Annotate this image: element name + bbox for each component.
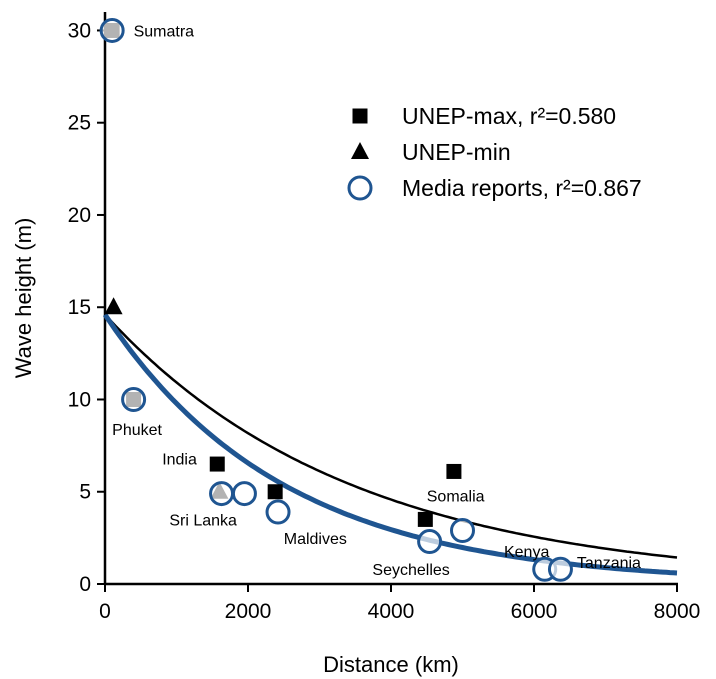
legend-label: Media reports, r²=0.867 — [402, 175, 642, 201]
square-point — [209, 456, 225, 472]
circle-point — [231, 481, 257, 507]
legend: UNEP-max, r²=0.580 UNEP-min Media reports,… — [347, 103, 642, 201]
x-tick-label: 8000 — [654, 600, 701, 623]
point-label: Kenya — [504, 544, 549, 561]
circle-point — [209, 481, 235, 507]
axes: 0 2000 4000 6000 8000 0 5 10 15 20 25 30 Distance (k… — [11, 12, 700, 677]
point-label: Sri Lanka — [169, 512, 237, 529]
circle-point — [99, 17, 125, 43]
data-points — [99, 17, 573, 582]
y-tick-label: 5 — [79, 481, 91, 504]
fit-curves — [102, 313, 678, 576]
circle-point — [417, 529, 443, 555]
square-point — [267, 484, 283, 500]
triangle-point — [104, 297, 123, 315]
point-label: Somalia — [427, 488, 485, 505]
y-tick-label: 10 — [68, 388, 91, 411]
x-axis-title: Distance (km) — [323, 652, 459, 677]
legend-triangle-icon — [351, 142, 369, 159]
point-label: Phuket — [112, 422, 162, 439]
legend-label: UNEP-min — [402, 139, 511, 165]
legend-label: UNEP-max, r²=0.580 — [402, 103, 616, 129]
y-tick-label: 30 — [68, 19, 91, 42]
fit-curve-unep-max — [104, 313, 678, 559]
square-point — [446, 463, 462, 479]
point-label: Maldives — [284, 531, 347, 548]
point-label: Tanzania — [577, 555, 641, 572]
y-tick-label: 0 — [79, 573, 91, 596]
y-tick-label: 25 — [68, 112, 91, 135]
point-label: India — [162, 452, 197, 469]
fit-curve-media — [102, 313, 678, 576]
square-point — [417, 511, 433, 527]
circle-point — [450, 517, 475, 543]
point-label: Seychelles — [372, 562, 449, 579]
point-label: Sumatra — [134, 23, 195, 40]
y-tick-label: 20 — [68, 204, 91, 227]
x-tick-label: 0 — [99, 600, 111, 623]
y-tick-label: 15 — [68, 296, 91, 319]
y-axis-title: Wave height (m) — [11, 218, 36, 379]
legend-circle-icon — [347, 175, 373, 201]
circle-point — [121, 386, 147, 412]
x-tick-label: 6000 — [511, 600, 558, 623]
circle-point — [265, 499, 291, 525]
x-tick-label: 2000 — [225, 600, 272, 623]
legend-square-icon — [352, 108, 368, 124]
x-tick-label: 4000 — [368, 600, 415, 623]
circle-point — [547, 556, 573, 582]
